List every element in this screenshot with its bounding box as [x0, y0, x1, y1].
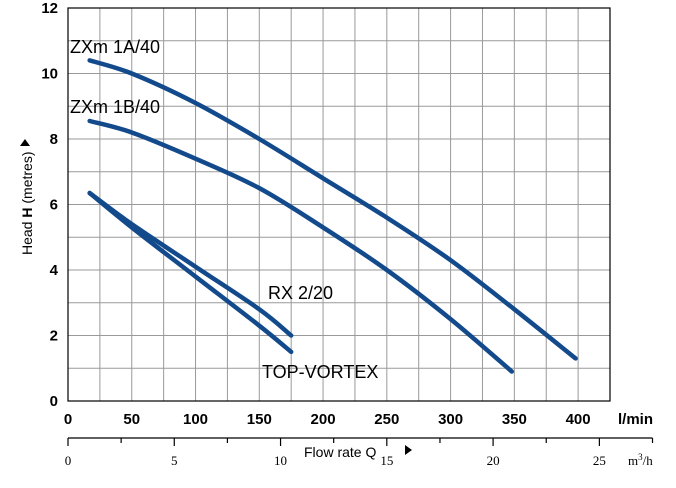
- series-label-zxm-1a-40: ZXm 1A/40: [70, 37, 160, 57]
- y-tick-labels: 0 2 4 6 8 10 12: [41, 0, 58, 410]
- curve-top-vortex: [87, 190, 294, 355]
- svg-text:Head H (metres): Head H (metres): [19, 152, 35, 255]
- x-tick-label: 200: [311, 411, 336, 428]
- x-tick-label: 100: [183, 411, 208, 428]
- y-tick-label: 2: [50, 328, 58, 345]
- x2-tick-label: 20: [487, 453, 500, 468]
- x-tick-label: 150: [247, 411, 272, 428]
- y-tick-label: 10: [41, 66, 58, 83]
- grid: [67, 7, 611, 402]
- x-axis-title: Flow rate Q: [304, 444, 412, 460]
- x-tick-label: 400: [566, 411, 591, 428]
- x2-tick-label: 10: [274, 453, 287, 468]
- svg-text:Flow rate Q: Flow rate Q: [304, 444, 376, 460]
- y-axis-title: Head H (metres): [19, 139, 35, 255]
- x2-tick-label: 0: [65, 453, 72, 468]
- x-tick-label: 250: [374, 411, 399, 428]
- y-axis-arrow-icon: [20, 139, 30, 146]
- secondary-x-axis: 0 5 10 15 20 25: [65, 437, 654, 468]
- x-tick-label: 350: [502, 411, 527, 428]
- x-tick-label: 0: [64, 411, 72, 428]
- pump-curves: [87, 58, 578, 374]
- y-tick-label: 12: [41, 0, 58, 17]
- x-unit-label: l/min: [618, 411, 653, 428]
- series-label-zxm-1b-40: ZXm 1B/40: [70, 97, 160, 117]
- y-tick-label: 4: [50, 262, 59, 279]
- series-label-top-vortex: TOP-VORTEX: [262, 362, 378, 382]
- x-tick-labels: 0 50 100 150 200 250 300 350 400: [64, 411, 591, 428]
- x2-tick-label: 25: [593, 453, 606, 468]
- x-tick-label: 300: [438, 411, 463, 428]
- x2-tick-label: 5: [171, 453, 178, 468]
- x-axis-arrow-icon: [405, 445, 412, 455]
- x2-tick-label: 15: [380, 453, 393, 468]
- y-tick-label: 0: [50, 393, 58, 410]
- series-label-rx-2-20: RX 2/20: [268, 283, 333, 303]
- plot-frame: [67, 7, 611, 402]
- x2-unit-label: m3/h: [628, 452, 653, 468]
- curve-zxm-1b-40: [87, 118, 515, 374]
- y-tick-label: 8: [50, 131, 58, 148]
- x-tick-label: 50: [123, 411, 140, 428]
- y-tick-label: 6: [50, 197, 58, 214]
- curve-rx-2-20: [87, 190, 294, 338]
- curve-zxm-1a-40: [87, 58, 578, 361]
